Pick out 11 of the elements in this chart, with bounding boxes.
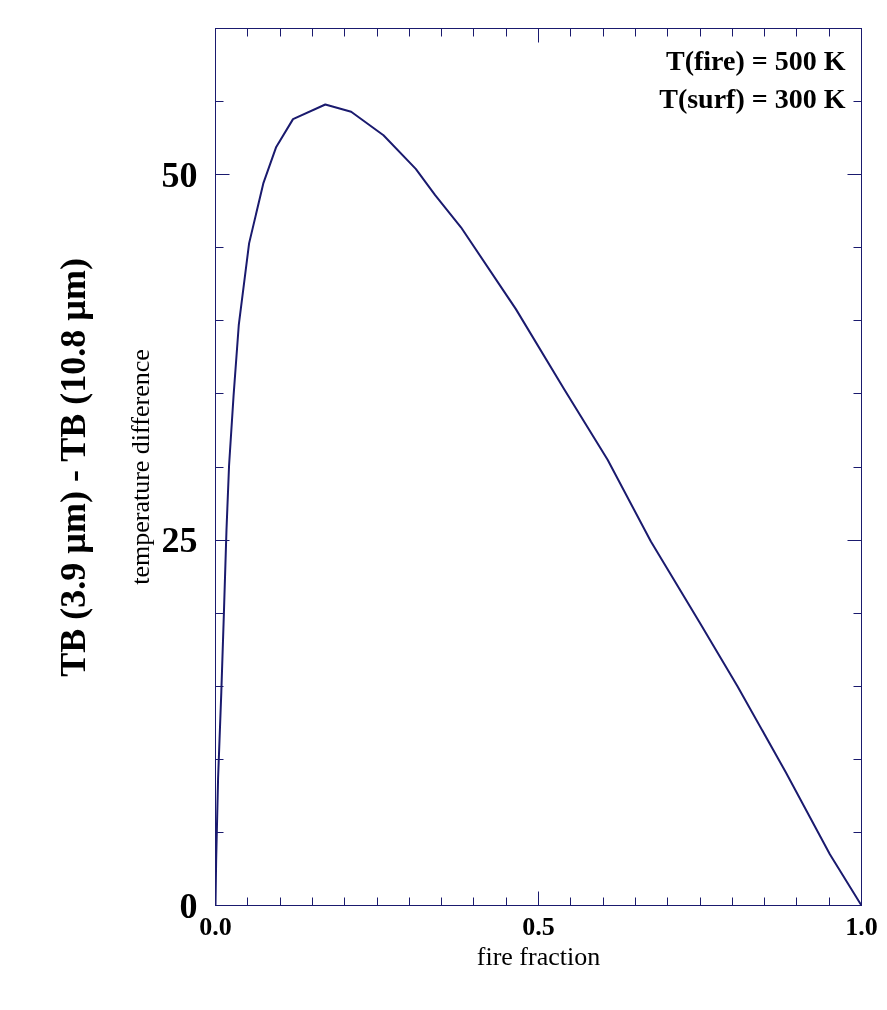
annotation: T(surf) = 300 K bbox=[659, 82, 846, 114]
y-axis-title: temperature difference bbox=[125, 349, 155, 585]
y-tick-label: 0 bbox=[179, 885, 198, 926]
x-tick-label: 1.0 bbox=[845, 911, 878, 941]
y-tick-label: 25 bbox=[161, 520, 198, 561]
x-axis-title: fire fraction bbox=[476, 941, 601, 971]
annotation: T(fire) = 500 K bbox=[665, 44, 846, 76]
y-tick-label: 50 bbox=[161, 154, 198, 195]
x-tick-label: 0.0 bbox=[199, 911, 232, 941]
text: TB (3.9 µm) - TB (10.8 µm) bbox=[52, 257, 93, 677]
x-tick-label: 0.5 bbox=[522, 911, 555, 941]
